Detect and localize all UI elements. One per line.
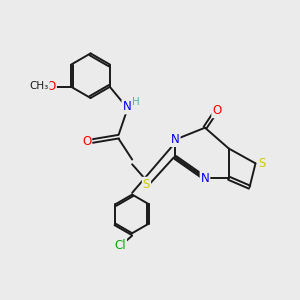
Text: O: O <box>212 104 221 117</box>
Text: N: N <box>122 100 131 113</box>
Text: S: S <box>258 157 265 170</box>
Text: N: N <box>201 172 209 185</box>
Text: S: S <box>143 178 150 191</box>
Text: O: O <box>47 80 56 93</box>
Text: CH₃: CH₃ <box>30 81 49 91</box>
Text: Cl: Cl <box>115 239 126 252</box>
Text: N: N <box>171 133 180 146</box>
Text: O: O <box>82 135 91 148</box>
Text: H: H <box>132 97 140 106</box>
